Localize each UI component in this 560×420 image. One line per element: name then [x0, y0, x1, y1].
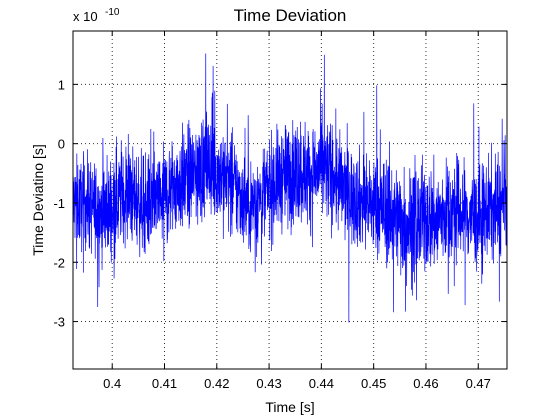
- x-tick-label: 0.4: [103, 376, 121, 391]
- y-tick-label: 1: [58, 77, 65, 92]
- chart-title: Time Deviation: [234, 6, 347, 25]
- y-tick-label: -1: [53, 196, 65, 211]
- axes-box: [72, 30, 508, 370]
- y-axis-label: Time Deviatino [s]: [30, 144, 46, 256]
- y-tick-label: -2: [53, 255, 65, 270]
- y-multiplier-label: x 10: [73, 9, 98, 24]
- time-deviation-series-line: [73, 53, 507, 323]
- x-tick-label: 0.41: [152, 376, 177, 391]
- x-tick-label: 0.46: [413, 376, 438, 391]
- x-tick-label: 0.42: [204, 376, 229, 391]
- axis-ticks: 0.4 0.41 0.42 0.43 0.44 0.45 0.46 0.47 1 0 -1 -2 -3: [53, 31, 507, 391]
- x-tick-label: 0.47: [466, 376, 491, 391]
- x-tick-label: 0.45: [361, 376, 386, 391]
- x-tick-label: 0.43: [256, 376, 281, 391]
- y-tick-label: -3: [53, 315, 65, 330]
- y-tick-label: 0: [58, 137, 65, 152]
- plot-data: [73, 53, 507, 323]
- y-multiplier-exponent: -10: [105, 7, 120, 18]
- x-axis-label: Time [s]: [265, 399, 314, 415]
- x-tick-label: 0.44: [309, 376, 334, 391]
